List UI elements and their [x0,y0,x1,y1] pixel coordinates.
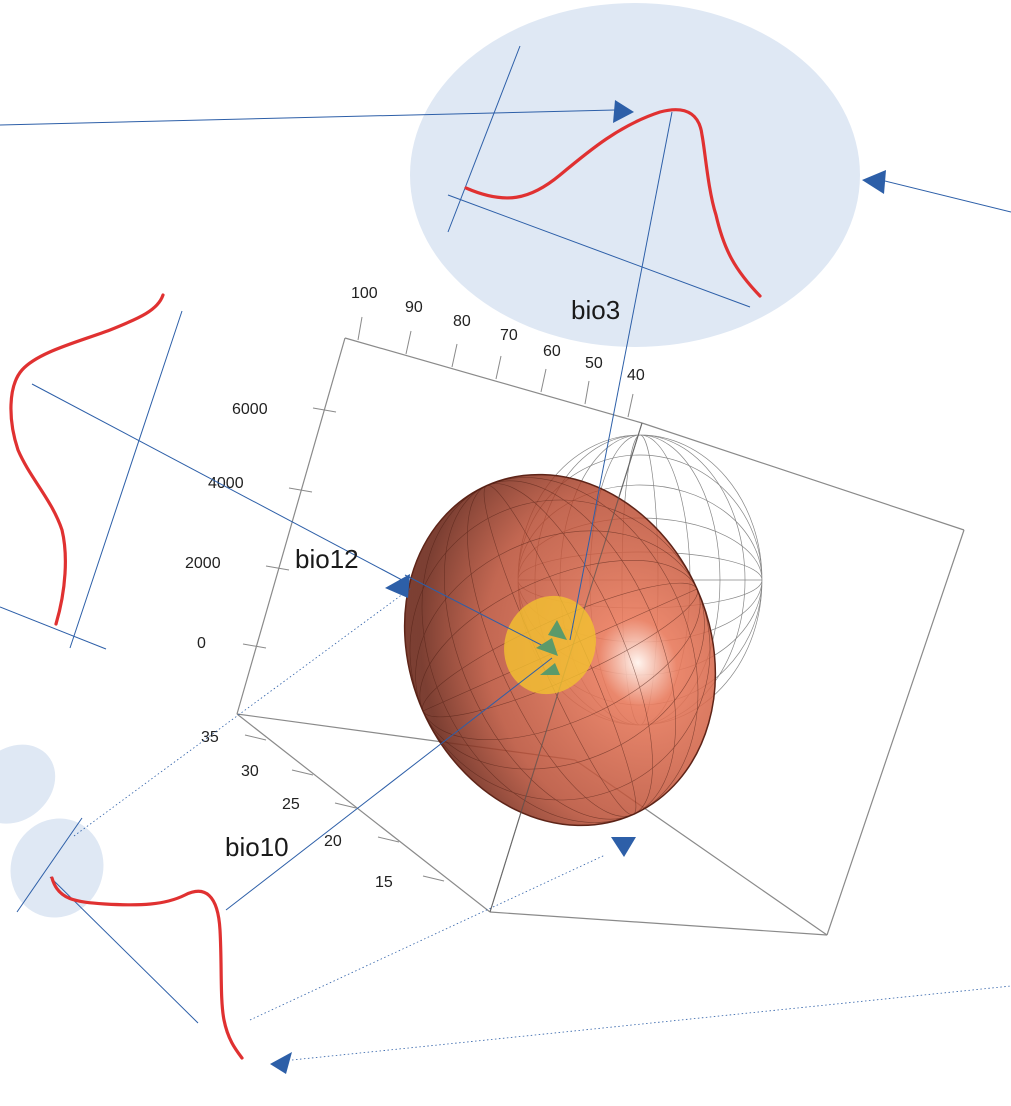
arrowheads [270,100,886,1074]
bio10-tick-label: 20 [324,833,342,850]
bio3-density-curve [464,108,762,298]
bio12-tick-label: 0 [197,635,206,652]
arrowhead-icon [540,663,560,675]
bio3-tick-label: 70 [500,327,518,344]
bio10-lower-bubble [0,744,56,824]
bio3-axis-label: bio3 [571,295,620,325]
bio10-tick-label: 30 [241,763,259,780]
density-curves [9,108,762,1060]
bio10-upper-bubble [10,818,104,918]
bio3-tick-label: 90 [405,299,423,316]
box-edge [826,529,965,936]
bio3-tick-label: 100 [351,285,378,302]
arrowhead-icon [862,170,886,194]
arrowhead-icon [613,100,634,123]
tick-marks [242,316,634,882]
bio10-tick-label: 25 [282,796,300,813]
bio3-tick-label: 50 [585,355,603,372]
bio12-tick-label: 2000 [185,555,221,572]
guide-lines [0,45,1011,1024]
bio3-tick-label: 60 [543,343,561,360]
bio10-tick-label: 15 [375,874,393,891]
arrowhead-icon [548,620,567,640]
bio3-tick-label: 40 [627,367,645,384]
bio12-density-curve [9,293,165,626]
arrowhead-icon [536,638,558,656]
arrowhead-icon [385,574,410,598]
bio12-tick-label: 6000 [232,401,268,418]
box-edge [489,911,828,936]
arrowhead-icon [611,837,636,857]
box-edge [641,422,965,531]
bio12-tick-label: 4000 [208,475,244,492]
box-edge [344,337,643,424]
arrowhead-icon [270,1052,292,1074]
bio10-density-curve [50,876,244,1060]
bio3-density-bubble [410,3,860,347]
bio12-axis-label: bio12 [295,544,359,574]
bio10-tick-label: 35 [201,729,219,746]
bio10-axis-label: bio10 [225,832,289,862]
box-edge [236,713,491,913]
bio3-tick-label: 80 [453,313,471,330]
centroid-arrowheads [536,620,567,675]
dotted-projection-lines [73,587,1011,1061]
box-edge [236,337,346,715]
